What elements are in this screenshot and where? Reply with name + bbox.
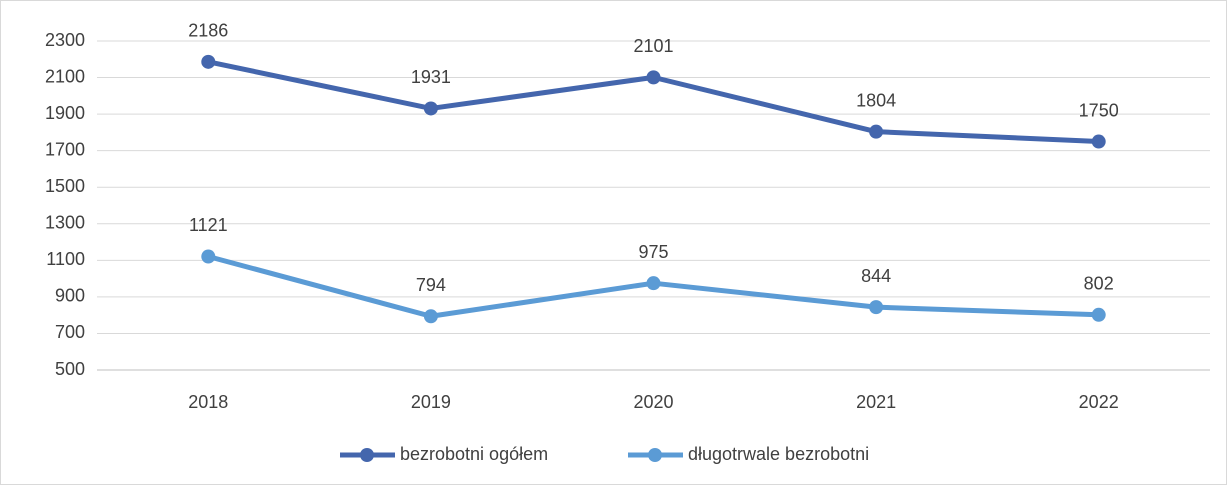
- y-tick-label: 1300: [45, 213, 85, 233]
- data-label: 1121: [189, 215, 228, 235]
- data-label: 794: [416, 275, 446, 295]
- data-point: [1091, 134, 1106, 149]
- data-point: [201, 54, 216, 69]
- data-label: 1931: [411, 67, 451, 87]
- y-tick-label: 500: [55, 359, 85, 379]
- x-tick-label: 2019: [411, 392, 451, 412]
- data-point: [1091, 307, 1106, 322]
- y-tick-label: 1100: [46, 249, 85, 269]
- data-point: [423, 101, 438, 116]
- legend-label: bezrobotni ogółem: [400, 444, 548, 464]
- data-label: 2101: [633, 36, 673, 56]
- data-point: [869, 124, 884, 139]
- data-point: [646, 276, 661, 291]
- x-tick-label: 2020: [633, 392, 673, 412]
- legend-marker: [648, 448, 662, 462]
- data-point: [869, 300, 884, 315]
- y-tick-label: 2300: [45, 30, 85, 50]
- data-point: [423, 309, 438, 324]
- legend-label: długotrwale bezrobotni: [688, 444, 869, 464]
- x-tick-label: 2021: [856, 392, 896, 412]
- y-tick-label: 1700: [45, 139, 85, 159]
- y-tick-label: 900: [55, 286, 85, 306]
- data-point: [201, 249, 216, 264]
- data-point: [646, 70, 661, 85]
- y-tick-label: 1500: [45, 176, 85, 196]
- data-label: 1750: [1079, 100, 1119, 120]
- y-tick-label: 2100: [45, 66, 85, 86]
- data-label: 2186: [188, 21, 228, 41]
- data-label: 975: [638, 242, 668, 262]
- y-tick-label: 700: [55, 322, 85, 342]
- x-tick-label: 2018: [188, 392, 228, 412]
- x-tick-label: 2022: [1079, 392, 1119, 412]
- data-label: 844: [861, 266, 891, 286]
- data-label: 1804: [856, 90, 896, 110]
- y-tick-label: 1900: [45, 103, 85, 123]
- data-label: 802: [1084, 274, 1114, 294]
- legend-marker: [360, 448, 374, 462]
